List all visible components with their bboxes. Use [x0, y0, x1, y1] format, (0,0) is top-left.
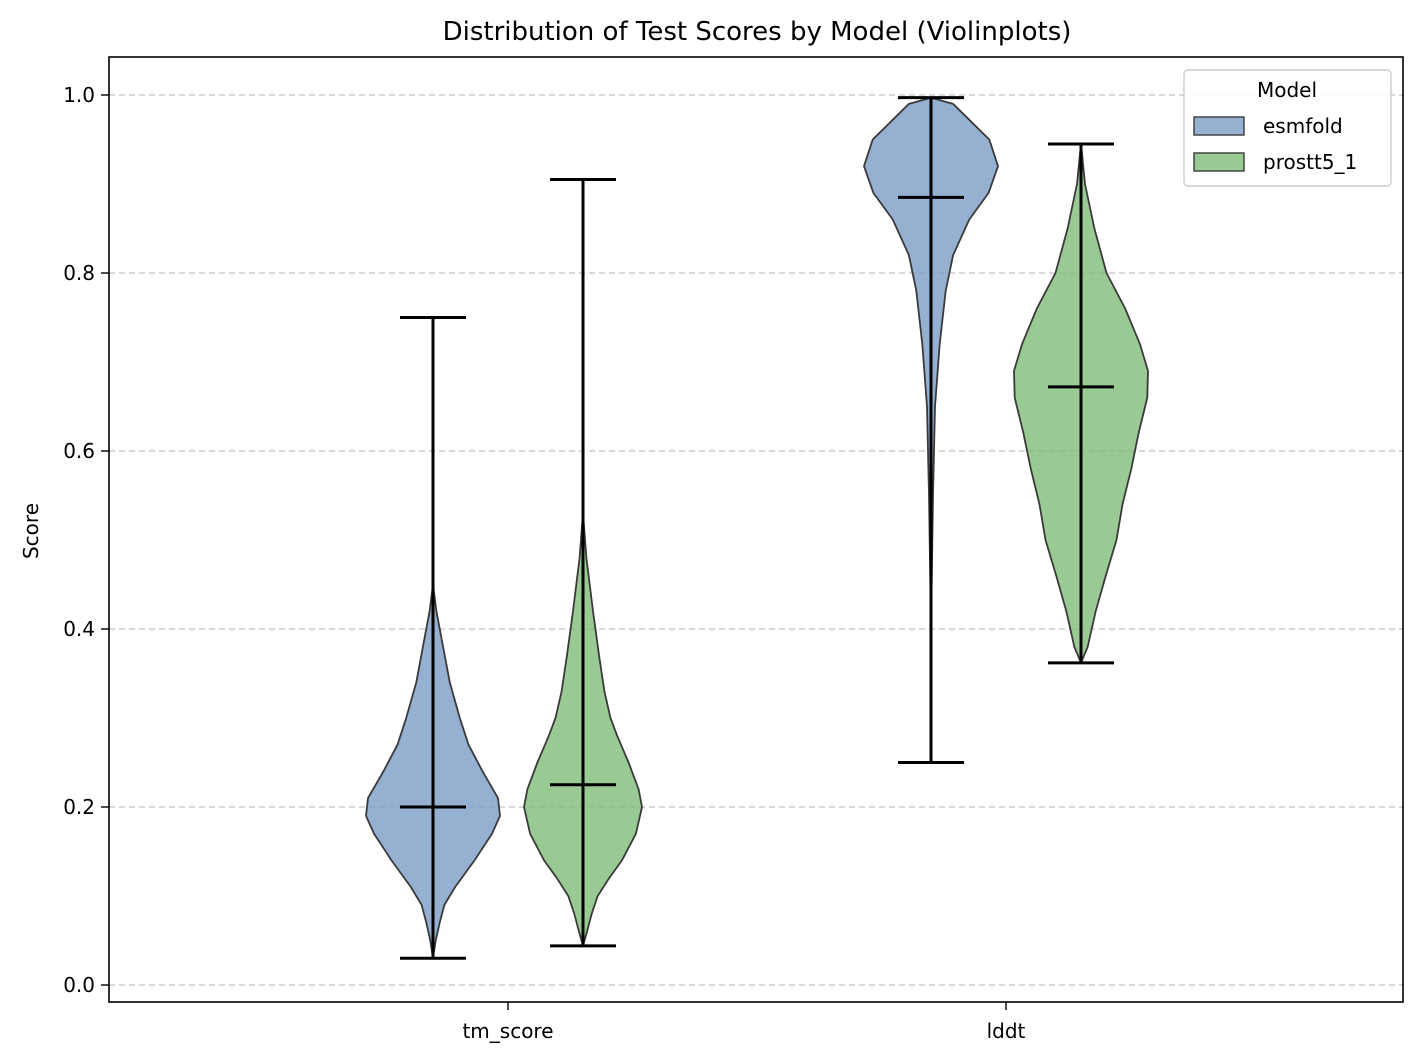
legend-swatch-esmfold	[1193, 116, 1245, 136]
y-tick-label: 1.0	[63, 83, 95, 107]
y-tick-label: 0.2	[63, 795, 95, 819]
plot-frame	[108, 56, 1404, 1003]
y-axis-label: Score	[19, 503, 43, 559]
y-tick-label: 0.4	[63, 617, 95, 641]
legend-swatch-prostt5-1	[1193, 152, 1245, 172]
x-tick-label-lddt: lddt	[987, 1019, 1026, 1043]
legend: Model esmfold prostt5_1	[1183, 69, 1392, 187]
legend-label-esmfold: esmfold	[1263, 114, 1343, 138]
gridlines	[109, 94, 1403, 986]
range-bars	[400, 96, 1114, 960]
x-axis: tm_score lddt	[462, 1002, 1026, 1043]
chart-title: Distribution of Test Scores by Model (Vi…	[443, 17, 1072, 47]
y-tick-label: 0.0	[63, 973, 95, 997]
x-tick-label-tm-score: tm_score	[462, 1019, 553, 1043]
y-tick-label: 0.8	[63, 261, 95, 285]
y-tick-label: 0.6	[63, 439, 95, 463]
legend-label-prostt5-1: prostt5_1	[1263, 150, 1357, 174]
violins	[365, 96, 1149, 960]
legend-title: Model	[1257, 78, 1317, 102]
y-axis: 0.0 0.2 0.4 0.6 0.8 1.0	[63, 83, 109, 997]
